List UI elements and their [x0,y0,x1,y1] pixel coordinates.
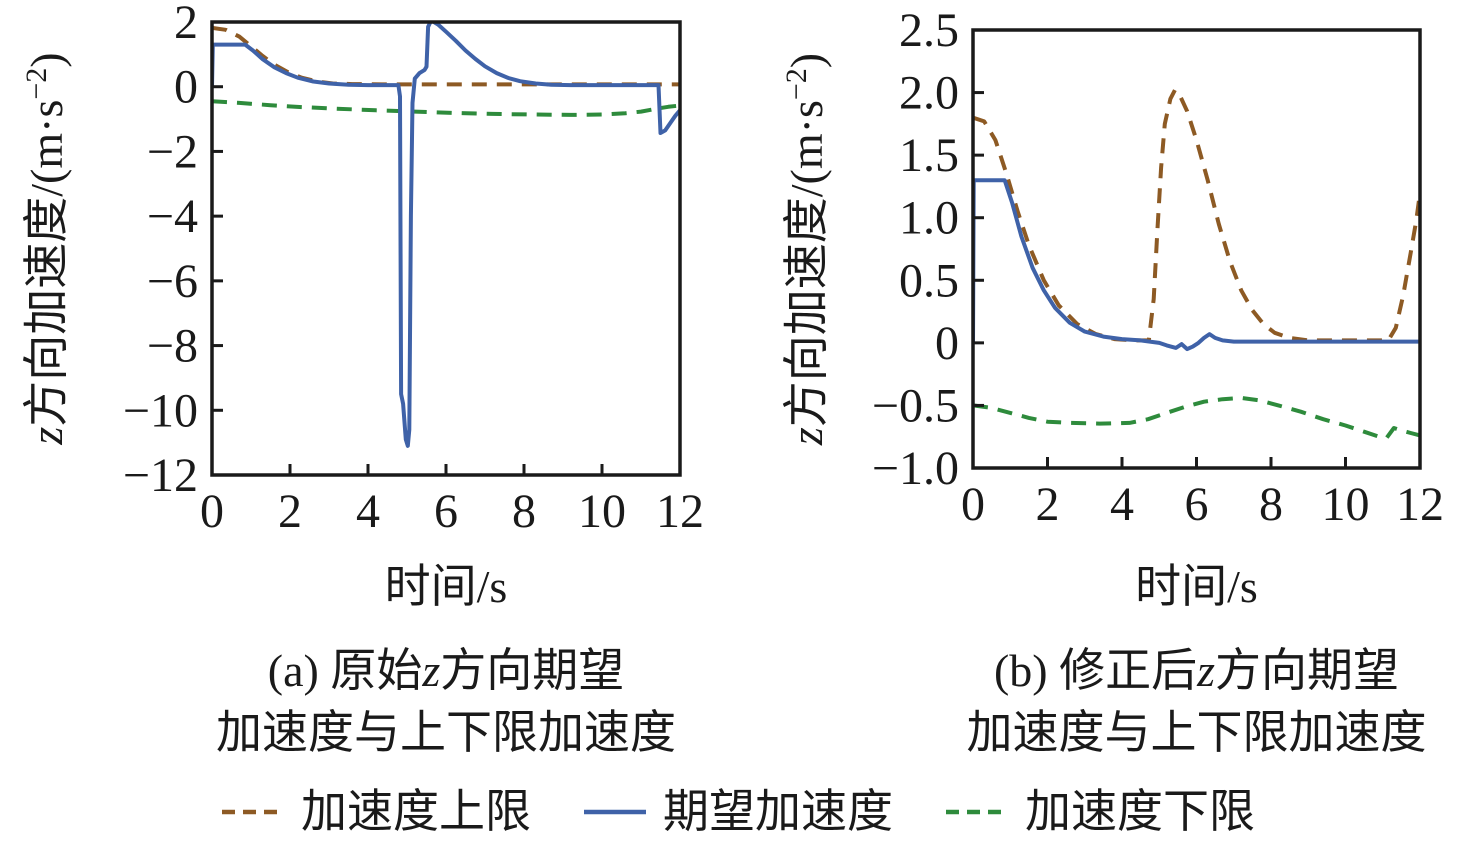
y-tick-label: −0.5 [872,379,959,432]
axis-y-label: z方向加速度/(m·s−2) [20,52,72,445]
legend-swatch-desired-accel [584,809,646,815]
series-line-lower-limit [212,99,680,117]
y-tick-label: −4 [147,190,198,243]
legend-item-desired-accel: 期望加速度 [583,789,893,835]
y-tick-label: 2.0 [899,67,959,120]
x-tick-label: 4 [356,485,380,538]
y-tick-label: −10 [123,384,198,437]
y-tick-label: 2.5 [899,4,959,57]
x-tick-label: 6 [1185,478,1209,531]
x-tick-label: 2 [1036,478,1060,531]
series-line-desired-accel [973,178,1420,352]
y-tick-label: −2 [147,125,198,178]
legend-item-upper-limit: 加速度上限 [221,789,531,835]
axis-y-label: z方向加速度/(m·s−2) [780,53,832,446]
legend-label: 加速度上限 [301,786,531,837]
caption-line-1: (b) 修正后z方向期望 [994,645,1399,696]
legend: 加速度上限 期望加速度 加速度下限 [0,780,1476,844]
axis-x-label: 时间/s [1135,561,1258,612]
x-tick-label: 10 [1322,478,1370,531]
x-tick-label: 12 [656,485,704,538]
y-tick-label: 1.5 [899,129,959,182]
x-tick-label: 10 [578,485,626,538]
x-tick-label: 0 [200,485,224,538]
y-tick-label: 0.5 [899,254,959,307]
x-tick-label: 6 [434,485,458,538]
caption-line-2: 加速度与上下限加速度 [967,707,1427,758]
y-tick-label: 2 [174,0,198,49]
legend-item-lower-limit: 加速度下限 [945,789,1255,835]
charts-svg: 0 2 4 6 8 10 1220−2−4−6−8−10−12时间/sz方向加速度/(m·s… [20,0,1444,758]
y-tick-label: −1.0 [872,442,959,495]
axis-x-label: 时间/s [385,561,508,612]
x-tick-label: 4 [1110,478,1134,531]
y-tick-label: −8 [147,320,198,373]
y-tick-label: −12 [123,449,198,502]
x-tick-label: 8 [512,485,536,538]
x-tick-label: 0 [961,478,985,531]
legend-label: 加速度下限 [1025,786,1255,837]
series-line-upper-limit [212,25,680,87]
plot-border [210,20,682,477]
caption-line-1: (a) 原始z方向期望 [268,645,624,696]
y-tick-label: 1.0 [899,192,959,245]
series-line-lower-limit [973,395,1420,440]
series-line-upper-limit [973,88,1420,343]
legend-swatch-lower-limit [946,809,1008,815]
x-tick-label: 2 [278,485,302,538]
y-tick-label: −6 [147,255,198,308]
y-tick-label: 0 [174,61,198,114]
caption-line-2: 加速度与上下限加速度 [216,707,676,758]
x-tick-label: 8 [1259,478,1283,531]
legend-label: 期望加速度 [663,786,893,837]
legend-swatch-upper-limit [222,809,284,815]
y-tick-label: 0 [935,317,959,370]
x-tick-label: 12 [1396,478,1444,531]
series-line-desired-accel [212,22,680,448]
